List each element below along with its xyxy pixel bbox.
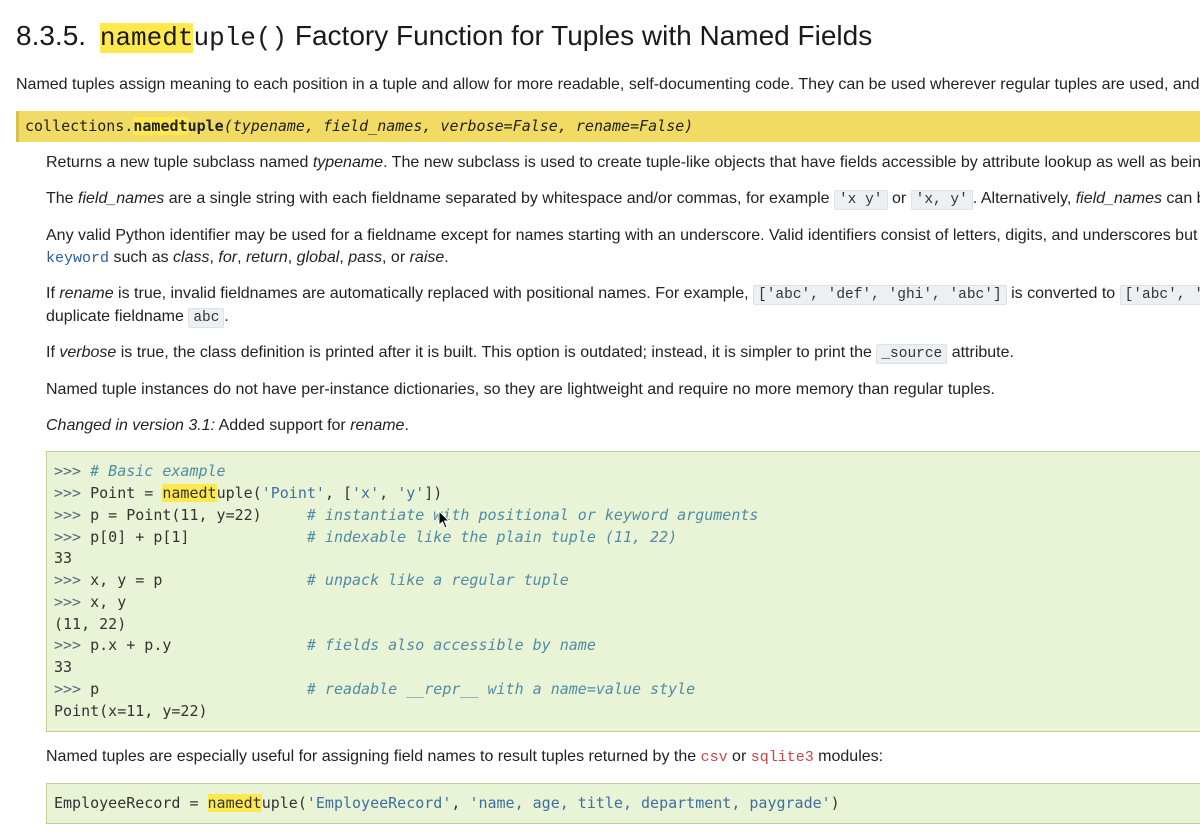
para-fieldnames: The field_names are a single string with…: [46, 188, 1200, 210]
sig-fn-rest: uple: [188, 117, 224, 135]
heading-func-highlight: namedt: [100, 23, 194, 53]
para-identifiers: Any valid Python identifier may be used …: [46, 225, 1200, 270]
para-useful: Named tuples are especially useful for a…: [46, 746, 1200, 768]
keyword-link[interactable]: keyword: [46, 250, 109, 267]
code-example-employee: EmployeeRecord = namedtuple('EmployeeRec…: [46, 783, 1200, 825]
para-changed: Changed in version 3.1: Added support fo…: [46, 415, 1200, 437]
code-highlight: namedt: [162, 484, 216, 502]
para-no-dict: Named tuple instances do not have per-in…: [46, 379, 1200, 401]
section-number: 8.3.5.: [16, 20, 86, 51]
para-rename: If rename is true, invalid fieldnames ar…: [46, 283, 1200, 328]
sig-args: (typename, field_names, verbose=False, r…: [224, 117, 694, 135]
code-example-basic: >>> # Basic example >>> Point = namedtup…: [46, 451, 1200, 732]
heading-func-rest: uple(): [193, 23, 287, 53]
param-typename: typename: [313, 154, 383, 171]
para-verbose: If verbose is true, the class definition…: [46, 342, 1200, 364]
para-returns: Returns a new tuple subclass named typen…: [46, 152, 1200, 174]
definition-block: collections.namedtuple(typename, field_n…: [16, 111, 1200, 825]
section-heading: 8.3.5. namedtuple() Factory Function for…: [16, 16, 1200, 56]
sig-module: collections.: [25, 117, 133, 135]
sqlite3-module: sqlite3: [751, 749, 814, 766]
csv-module: csv: [701, 749, 728, 766]
function-signature: collections.namedtuple(typename, field_n…: [16, 111, 1200, 142]
intro-paragraph: Named tuples assign meaning to each posi…: [16, 74, 1200, 96]
definition-body: Returns a new tuple subclass named typen…: [46, 152, 1200, 825]
code-highlight: namedt: [208, 794, 262, 812]
heading-title: Factory Function for Tuples with Named F…: [287, 20, 872, 51]
sig-fn-highlight: namedt: [133, 117, 187, 135]
